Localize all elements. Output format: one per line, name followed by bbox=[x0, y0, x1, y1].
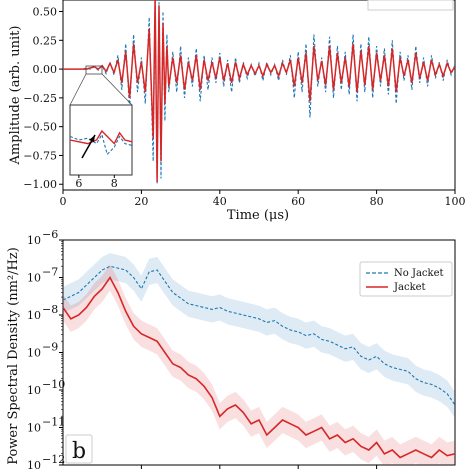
panel-b-y-tick-label: 10 bbox=[27, 347, 41, 360]
inset-connector-right bbox=[101, 73, 133, 106]
panel-a-y-tick-label: 0.25 bbox=[33, 34, 58, 47]
legend-jacket-label: Jacket bbox=[393, 282, 426, 293]
panel-b-y-tick-label: 10 bbox=[27, 309, 41, 322]
panel-b-y-tick-label: 10 bbox=[27, 422, 41, 435]
panel-a-y-label: Amplitude (arb. unit) bbox=[8, 26, 23, 166]
panel-b-y-tick-label: 10 bbox=[27, 234, 41, 247]
inset-blue-line bbox=[69, 133, 133, 156]
panel-b-series-1-band bbox=[63, 264, 455, 465]
panel-b-series-lines bbox=[63, 265, 455, 459]
panel-a-series-0-line bbox=[63, 0, 455, 185]
legend-no-jacket-label: No Jacket bbox=[394, 268, 444, 279]
inset-connector-left bbox=[69, 73, 87, 106]
panel-a-x-ticks: 0 20 40 60 80 100 bbox=[60, 190, 466, 208]
inset-series-lines bbox=[69, 129, 133, 156]
panel-b-y-tick-exponent: −8 bbox=[42, 303, 58, 316]
panel-a-y-tick-label: −1.00 bbox=[23, 178, 57, 191]
panel-b-y-label: Power Spectral Density (nm²/Hz) bbox=[6, 247, 21, 465]
panel-a-x-label: Time (μs) bbox=[227, 208, 289, 223]
inset-red-line bbox=[69, 129, 133, 145]
panel-b-y-tick-exponent: −9 bbox=[42, 341, 58, 354]
panel-a-x-tick-label: 20 bbox=[134, 195, 148, 208]
inset-x-tick-label: 6 bbox=[75, 177, 82, 190]
panel-a-y-tick-label: 0.00 bbox=[33, 63, 58, 76]
panel-a: 0 20 40 60 80 100 −1.00 −0.75 −0.50 −0.25 0.00 0.2… bbox=[8, 0, 466, 223]
panel-a-y-tick-label: −0.25 bbox=[23, 92, 57, 105]
panel-b-series-1-line bbox=[63, 275, 455, 459]
panel-b-label: b bbox=[72, 439, 86, 464]
panel-b-y-tick-exponent: −7 bbox=[42, 266, 58, 279]
panel-a-x-tick-label: 40 bbox=[213, 195, 227, 208]
panel-a-x-tick-label: 60 bbox=[291, 195, 305, 208]
inset-x-tick-label: 8 bbox=[111, 177, 118, 190]
panel-b-legend: No Jacket Jacket bbox=[359, 261, 453, 297]
panel-a-x-tick-label: 0 bbox=[60, 195, 67, 208]
panel-b-y-tick-exponent: −12 bbox=[42, 453, 65, 466]
panel-a-y-tick-label: 0.50 bbox=[33, 6, 58, 19]
panel-b-label-box bbox=[65, 434, 93, 464]
panel-a-axis-frame bbox=[62, 0, 456, 191]
inset-arrowhead bbox=[89, 135, 95, 142]
panel-b-y-tick-label: 10 bbox=[27, 272, 41, 285]
panel-b-y-tick-exponent: −6 bbox=[42, 228, 58, 241]
panel-b-y-tick-exponent: −10 bbox=[42, 378, 65, 391]
panel-b-y-tick-exponent: −11 bbox=[42, 416, 65, 429]
panel-a-legend-box bbox=[367, 0, 454, 11]
panel-a-series-lines bbox=[63, 0, 455, 185]
panel-b-series-0-line bbox=[63, 265, 455, 406]
panel-a-series-1-line bbox=[63, 0, 455, 182]
panel-b-y-tick-label: 10 bbox=[27, 384, 41, 397]
panel-a-y-tick-label: −0.50 bbox=[23, 121, 57, 134]
inset-source-box bbox=[85, 65, 103, 75]
panel-a-y-tick-label: −0.75 bbox=[23, 149, 57, 162]
panel-a-x-tick-label: 100 bbox=[445, 195, 466, 208]
panel-a-plot-border bbox=[62, 0, 456, 191]
panel-a-y-ticks: −1.00 −0.75 −0.50 −0.25 0.00 0.25 0.50 bbox=[23, 6, 63, 191]
panel-b-y-tick-label: 10 bbox=[27, 459, 41, 472]
panel-a-x-tick-label: 80 bbox=[370, 195, 384, 208]
